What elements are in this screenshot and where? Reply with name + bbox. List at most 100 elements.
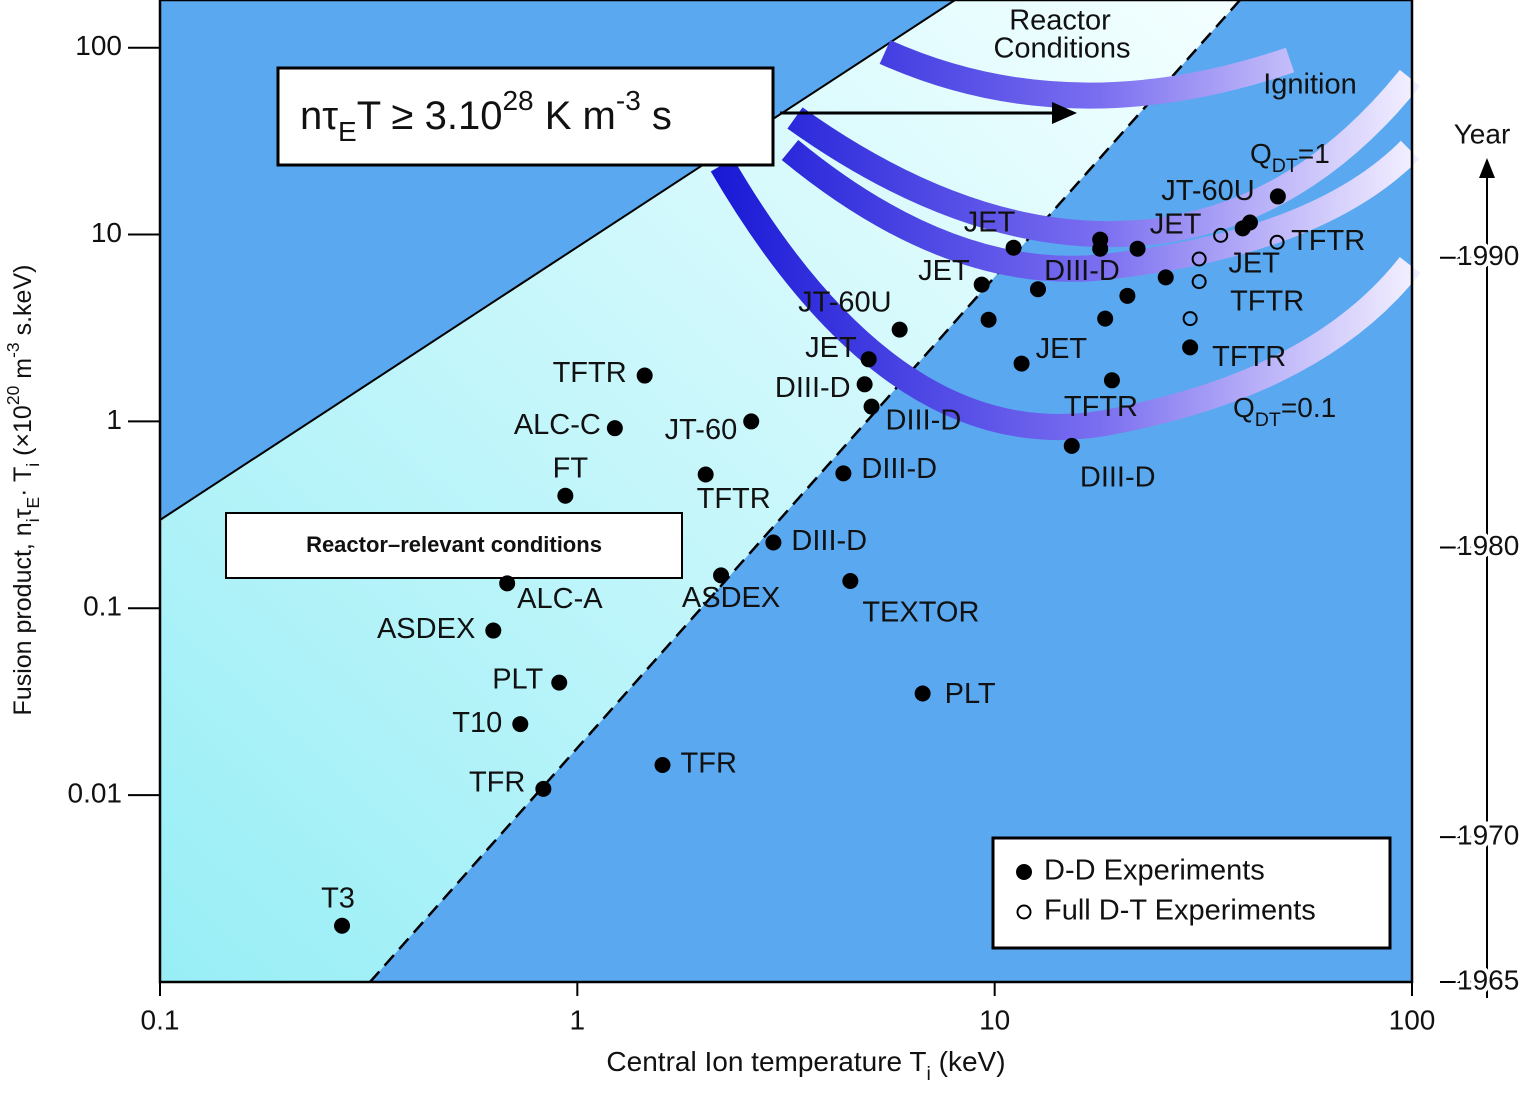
y-tick-label: 0.01 [68,778,123,809]
formula: nτET ≥ 3.1028 K m-3 s [300,85,672,147]
q-bands [710,40,1421,440]
data-point [1269,188,1286,205]
data-point [1103,372,1120,389]
data-point [1182,339,1199,356]
point-label: FT [553,452,589,484]
y-tick-label: 0.1 [83,591,122,622]
data-point [485,622,502,639]
data-point [914,685,931,702]
data-point [1013,355,1030,372]
formula-part: E [338,116,357,147]
arrow-head [1052,102,1077,124]
legend-marker [1016,864,1032,880]
data-point [860,351,877,368]
y-axis-label-part: τ [9,508,37,518]
point-label: T3 [321,882,355,914]
data-point [835,465,852,482]
point-label: TFTR [1291,225,1365,257]
data-point [891,321,908,338]
data-point [654,756,671,773]
data-point [606,420,623,437]
point-label: JET [1150,208,1202,240]
qdt1-label-part: Q [1250,138,1272,169]
point-label: DIII-D [775,372,851,404]
y2-axis-label: Year [1454,118,1511,149]
qdt1-label-part: DT [1272,155,1298,177]
data-point [636,367,653,384]
data-point [1234,220,1251,237]
y2-tick-label: 1990 [1457,240,1519,271]
data-point [856,376,873,393]
reactor-conditions-label: Reactor [1009,5,1111,37]
y-axis-label: Fusion product, niτE· Ti (×1020 m-3 s.ke… [3,265,43,716]
y-axis-label-part: m [9,358,37,386]
data-point [980,311,997,328]
formula-part: 28 [502,85,533,116]
data-point [551,674,568,691]
ignition-band [787,69,1421,248]
data-point [1269,234,1285,250]
data-point [1092,240,1109,257]
data-point [863,398,880,415]
qdt01-label-part: DT [1255,409,1281,431]
y-axis-label-part: (×10 [9,405,37,463]
point-label: DIII-D [1044,255,1120,287]
data-point [1129,240,1146,257]
data-point [512,716,529,733]
boundary-line [159,0,956,521]
qdt01-band [710,158,1421,440]
x-tick-label: 0.1 [141,1004,180,1035]
data-point [1157,269,1174,286]
data-point [1191,251,1207,267]
reactor-relevant-label: Reactor–relevant conditions [306,532,602,557]
data-point [1029,281,1046,298]
x-axis-label-part: i [927,1063,931,1085]
data-point [1119,287,1136,304]
legend-marker [1016,904,1032,920]
y-tick-label: 10 [91,217,122,248]
data-point [334,917,351,934]
qdt1-label: QDT=1 [1250,138,1330,177]
formula-box [276,66,775,167]
data-point [743,413,760,430]
point-label: TFTR [1212,341,1286,373]
point-label: DIII-D [861,453,937,485]
reactor-relevant-box [225,512,683,579]
y-tick-label: 100 [75,30,122,61]
legend-box [991,836,1392,950]
y-axis-label-part: · T [9,467,37,497]
y2-tick-label: 1970 [1457,820,1519,851]
y-axis-label-part: i [23,463,43,467]
x-tick-label: 10 [979,1004,1010,1035]
point-label: DIII-D [886,404,962,436]
legend-label: D-D Experiments [1044,855,1265,887]
legend-label: Full D-T Experiments [1044,895,1316,927]
qdt1-label-part: =1 [1298,138,1330,169]
x-tick-label: 1 [570,1004,586,1035]
point-label: JT-60U [798,286,891,318]
y-axis-label-part: -3 [3,342,23,358]
point-label: JET [805,332,857,364]
point-label: JET [1036,333,1088,365]
point-label: TFR [681,748,737,780]
reactor-conditions-label: Conditions [993,33,1130,65]
formula-part: T ≥ 3.10 [357,94,503,138]
qdt1-band [781,139,1420,282]
point-label: PLT [492,663,543,695]
y-tick-label: 1 [106,404,122,435]
point-label: JET [1228,248,1280,280]
y2-tick-label: 1965 [1457,964,1519,995]
formula-part: nτ [300,94,338,138]
point-label: TFTR [553,357,627,389]
y-axis-label-part: Fusion product, n [9,522,37,715]
point-label: ASDEX [377,613,475,645]
data-point [1063,437,1080,454]
point-label: TFTR [697,483,771,515]
qdt01-label: QDT=0.1 [1233,392,1336,431]
point-label: PLT [945,678,996,710]
point-label: TFTR [1230,285,1304,317]
point-label: JET [964,206,1016,238]
data-point [842,572,859,589]
